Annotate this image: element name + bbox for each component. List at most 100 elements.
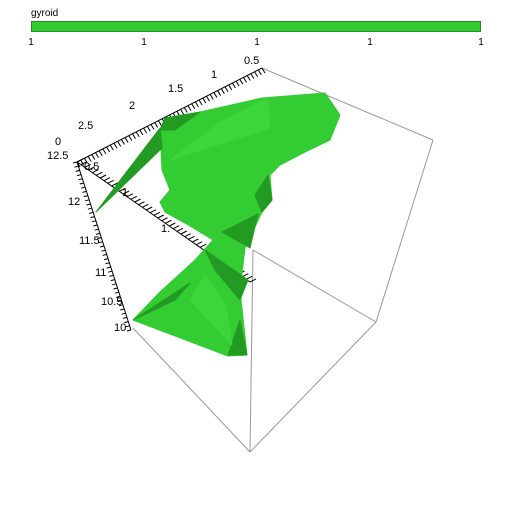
colorbar-tick: 1 <box>367 37 373 48</box>
axis-tick <box>188 235 195 240</box>
axis-tick <box>98 241 103 244</box>
left-axis-tick-label: 10.5 <box>101 296 122 308</box>
colorbar-title: gyroid <box>31 8 59 19</box>
axis-tick <box>180 109 185 115</box>
axis-tick <box>98 150 103 156</box>
axis-tick <box>107 179 114 184</box>
axis-tick <box>117 141 122 147</box>
axis-tick <box>102 148 107 155</box>
axis-tick <box>183 107 188 113</box>
axis-tick <box>169 222 176 227</box>
axis-tick <box>101 249 106 252</box>
axis-tick <box>199 243 207 248</box>
axis-tick <box>209 94 214 100</box>
axis-tick <box>165 219 172 224</box>
axis-tick <box>124 137 129 143</box>
axis-tick <box>109 144 114 151</box>
axis-tick <box>261 67 266 74</box>
axis-tick <box>102 253 107 256</box>
top-axis-tick-label: 1.5 <box>168 83 183 95</box>
axis-tick <box>83 157 88 164</box>
axis-tick <box>139 129 144 136</box>
axis-tick <box>85 199 90 202</box>
axis-tick <box>124 321 129 324</box>
axis-tick <box>95 152 99 158</box>
axis-tick <box>202 97 207 104</box>
axis-tick <box>72 161 78 164</box>
axis-tick <box>231 82 236 89</box>
axis-tick <box>119 187 126 192</box>
axis-tick <box>106 146 111 153</box>
axis-tick <box>75 169 80 172</box>
axis-tick <box>82 190 87 193</box>
left-axis-tick-label: 11 <box>95 267 106 279</box>
axis-tick <box>103 177 111 182</box>
axis-tick <box>105 262 110 265</box>
axis-tick <box>107 270 113 273</box>
axis-tick <box>95 171 103 176</box>
axis-tick <box>228 84 233 91</box>
axis-tick <box>94 228 99 231</box>
axis-tick <box>95 232 101 235</box>
axis-tick <box>112 283 117 286</box>
axis-tick <box>187 105 192 111</box>
axis-tick <box>79 182 84 185</box>
left-axis-tick-label: 11.5 <box>79 235 100 247</box>
axis-tick <box>80 159 85 166</box>
axis-tick <box>126 193 134 198</box>
axis-tick <box>122 316 128 319</box>
diag-axis-tick-label: 0 <box>55 136 61 148</box>
axis-tick <box>257 69 262 76</box>
axis-tick <box>88 166 95 171</box>
axis-tick <box>254 71 259 78</box>
axis-tick <box>220 88 225 94</box>
axis-tick <box>76 158 84 163</box>
colorbar-tick: 1 <box>28 37 34 48</box>
axis-tick <box>142 203 149 208</box>
axis-tick <box>122 190 130 195</box>
axis-tick <box>113 142 118 149</box>
axis-tick <box>172 225 180 230</box>
axis-tick <box>78 178 83 181</box>
axis-tick <box>146 126 151 132</box>
axis-tick <box>106 266 111 269</box>
axis-tick <box>90 216 95 219</box>
axis-tick <box>118 304 124 307</box>
top-axis-tick-label: 2 <box>129 100 135 112</box>
colorbar-tick: 1 <box>254 37 260 48</box>
diag-axis-tick-label: 1. <box>161 223 170 235</box>
axis-tick <box>91 154 96 160</box>
axis-tick <box>126 329 132 332</box>
axis-tick <box>83 195 88 198</box>
left-axis-tick-label: 12 <box>68 196 80 208</box>
axis-tick <box>97 237 102 240</box>
axis-tick <box>99 245 105 248</box>
axis-tick <box>184 233 191 238</box>
axis-tick <box>80 161 88 166</box>
left-axis-tick-label: 10 <box>114 322 126 334</box>
axis-tick <box>235 80 240 87</box>
axis-tick <box>180 230 188 235</box>
colorbar-tick: 1 <box>141 37 147 48</box>
axis-tick <box>239 79 244 85</box>
axis-tick <box>198 99 203 106</box>
axis-tick <box>206 95 210 102</box>
axis-tick <box>120 139 125 145</box>
axis-tick <box>217 90 222 96</box>
colorbar-tick: 1 <box>478 37 484 48</box>
axis-tick <box>195 241 203 246</box>
axis-tick <box>243 77 247 83</box>
axis-tick <box>110 279 115 282</box>
axis-tick <box>176 227 184 232</box>
axis-tick <box>74 165 79 168</box>
axis-tick <box>157 120 162 126</box>
axis-tick <box>191 103 196 109</box>
axis-tick <box>213 92 218 98</box>
axis-tick <box>91 220 97 223</box>
gyroid-surface <box>95 92 341 357</box>
top-axis-tick-label: 1 <box>211 69 217 81</box>
axis-tick <box>145 206 153 211</box>
bounding-box <box>132 67 434 453</box>
axis-tick <box>87 207 92 210</box>
diag-axis-tick-label: 1 <box>122 187 128 199</box>
